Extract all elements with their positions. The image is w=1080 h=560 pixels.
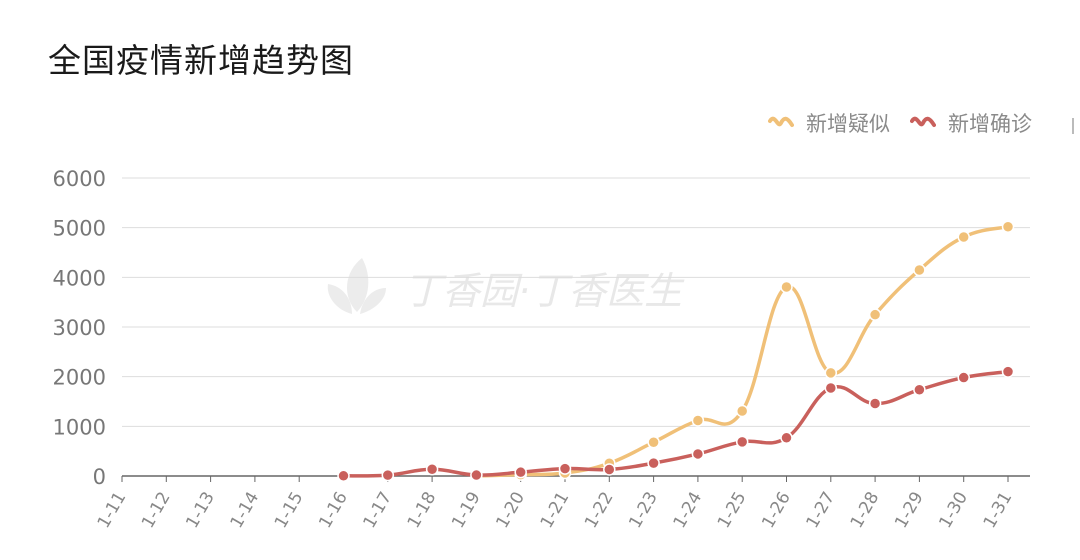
data-point-suspected: 4812 — [957, 230, 970, 244]
legend-swatch-suspected — [768, 116, 794, 127]
data-point-confirmed: 1771 — [824, 381, 838, 395]
y-tick-label: 2000 — [53, 366, 106, 390]
page-title: 全国疫情新增趋势图 — [48, 41, 354, 80]
data-point-confirmed: 1982 — [957, 371, 970, 384]
data-point-confirmed: 259 — [647, 456, 660, 470]
x-tick-label: 1-28 — [847, 489, 884, 532]
data-point-confirmed: 136 — [425, 462, 439, 476]
legend-item-confirmed[interactable]: 新增确诊 — [910, 108, 1032, 138]
data-point-confirmed: 769 — [780, 431, 793, 445]
data-point-suspected: 3806 — [780, 280, 793, 294]
x-tick-label: 1-16 — [315, 489, 352, 532]
y-tick-label: 6000 — [53, 167, 106, 191]
series-points-confirmed: 4 17 136 19 77 149 131 259 444 688 769 1771 1459 1737… — [337, 365, 1015, 483]
data-point-confirmed: 19 — [470, 468, 483, 482]
y-tick-label: 5000 — [53, 217, 106, 241]
data-point-suspected: 1118 — [691, 414, 705, 427]
legend-swatch-confirmed — [910, 116, 936, 127]
x-tick-label: 1-23 — [625, 489, 662, 532]
x-tick-label: 1-27 — [803, 489, 840, 532]
data-point-confirmed: 688 — [735, 435, 749, 449]
x-tick-label: 1-14 — [227, 489, 264, 532]
y-tick-label: 4000 — [53, 266, 106, 290]
data-point-confirmed: 444 — [691, 447, 705, 461]
data-point-suspected: 3248 — [868, 308, 882, 321]
data-point-confirmed: 17 — [381, 468, 395, 482]
x-tick-label: 1-12 — [138, 489, 175, 532]
x-tick-label: 1-18 — [404, 489, 441, 532]
data-point-suspected: 2077 — [824, 366, 838, 380]
y-tick-label: 0 — [93, 465, 106, 489]
chart-legend: 新增疑似 新增确诊 — [768, 108, 1032, 138]
y-tick-label: 1000 — [53, 415, 106, 439]
data-point-confirmed: 131 — [603, 463, 616, 476]
legend-scroll-edge — [1072, 118, 1080, 134]
x-tick-label: 1-17 — [360, 489, 397, 532]
x-tick-label: 1-11 — [94, 489, 131, 532]
data-point-confirmed: 1459 — [868, 397, 882, 410]
x-tick-label: 1-20 — [492, 489, 529, 532]
data-point-suspected: 680 — [647, 435, 660, 449]
x-tick-label: 1-30 — [935, 489, 972, 532]
x-tick-label: 1-24 — [670, 489, 707, 532]
data-point-suspected: 1309 — [735, 404, 749, 418]
series-line-confirmed — [343, 369, 1009, 478]
x-tick-label: 1-29 — [891, 489, 928, 532]
data-point-confirmed: 77 — [514, 465, 527, 479]
legend-item-suspected[interactable]: 新增疑似 — [768, 108, 890, 138]
x-tick-label: 1-26 — [758, 489, 795, 532]
legend-label-confirmed: 新增确诊 — [948, 112, 1032, 136]
data-point-confirmed: 4 — [337, 469, 350, 483]
y-tick-label: 3000 — [53, 316, 106, 340]
x-tick-label: 1-31 — [980, 489, 1017, 532]
x-tick-label: 1-13 — [182, 489, 219, 532]
x-tick-label: 1-19 — [448, 489, 485, 532]
x-tick-label: 1-21 — [537, 489, 574, 532]
legend-label-suspected: 新增疑似 — [806, 112, 890, 136]
data-point-confirmed: 1737 — [913, 383, 926, 396]
data-point-confirmed: 149 — [558, 462, 572, 475]
x-tick-label: 1-15 — [271, 489, 308, 532]
x-tick-label: 1-25 — [714, 489, 751, 532]
x-tick-label: 1-22 — [581, 489, 618, 532]
data-point-suspected: 5019 — [1001, 220, 1015, 233]
data-point-suspected: 4148 — [913, 263, 926, 277]
data-point-confirmed: 2102 — [1001, 365, 1015, 378]
